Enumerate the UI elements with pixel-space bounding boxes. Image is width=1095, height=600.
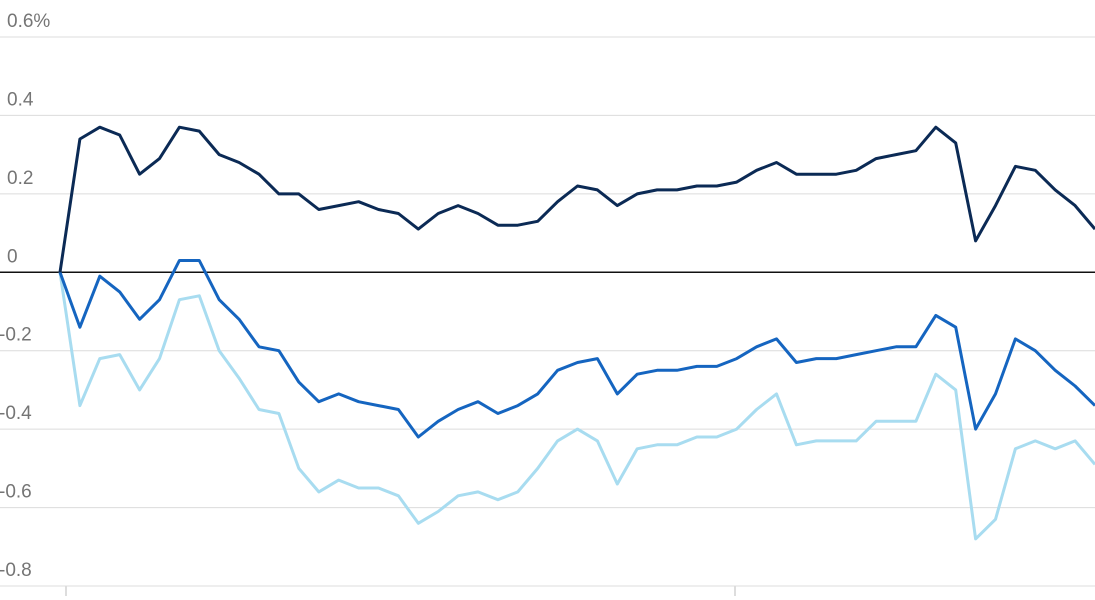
- y-tick-label: 0.4: [7, 89, 34, 110]
- y-tick-label: 0.2: [7, 168, 33, 189]
- y-tick-label: -0.6: [0, 482, 32, 503]
- y-tick-label: 0.6%: [7, 11, 50, 32]
- y-tick-label: -0.2: [0, 325, 32, 346]
- y-tick-label: -0.8: [0, 560, 32, 581]
- line-series: [58, 125, 1095, 273]
- y-tick-label: -0.4: [0, 403, 32, 424]
- line-series: [58, 259, 1095, 439]
- y-tick-label: 0: [7, 246, 18, 267]
- line-series: [58, 272, 1095, 541]
